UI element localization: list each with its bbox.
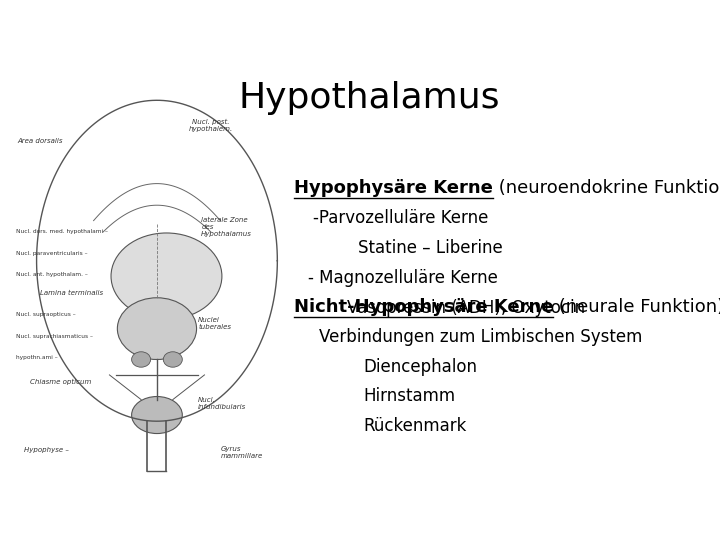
Text: Vasopressin (ADH), Oxytocin: Vasopressin (ADH), Oxytocin: [347, 299, 585, 317]
Text: Nucl. suprachiasmaticus –: Nucl. suprachiasmaticus –: [16, 334, 93, 339]
Text: Nucl. paraventricularis –: Nucl. paraventricularis –: [16, 251, 88, 255]
Text: Chiasme opticum: Chiasme opticum: [30, 379, 91, 385]
Text: Nucl. ant. hypothalam. –: Nucl. ant. hypothalam. –: [16, 272, 88, 277]
Text: Nucl. post.
hypothalem.: Nucl. post. hypothalem.: [189, 119, 233, 132]
Text: (neuroendokrine Funktion): (neuroendokrine Funktion): [492, 179, 720, 197]
Text: Verbindungen zum Limbischen System: Verbindungen zum Limbischen System: [319, 328, 642, 346]
Text: hypothn.ami –: hypothn.ami –: [16, 355, 58, 361]
Text: Hirnstamm: Hirnstamm: [364, 388, 456, 406]
Text: laterale Zone
des
Hypothalamus: laterale Zone des Hypothalamus: [202, 217, 252, 237]
Text: Hypophyse –: Hypophyse –: [24, 447, 69, 453]
Text: Area dorsalis: Area dorsalis: [17, 138, 63, 145]
Text: Nucl. supraopticus –: Nucl. supraopticus –: [16, 312, 76, 318]
Text: (neurale Funktion): (neurale Funktion): [553, 298, 720, 316]
Text: - Magnozelluläre Kerne: - Magnozelluläre Kerne: [307, 269, 498, 287]
Text: Gyrus
mammillare: Gyrus mammillare: [220, 446, 263, 459]
Text: Nuclei
tuberales: Nuclei tuberales: [198, 316, 231, 329]
Ellipse shape: [117, 298, 197, 360]
Text: Hypothalamus: Hypothalamus: [238, 82, 500, 116]
Ellipse shape: [132, 396, 182, 434]
Text: Diencephalon: Diencephalon: [364, 357, 477, 375]
Text: Lamina terminalis: Lamina terminalis: [40, 289, 103, 296]
Ellipse shape: [163, 352, 182, 367]
Text: Nucl. dors. med. hypothalami –: Nucl. dors. med. hypothalami –: [16, 229, 108, 234]
Text: Rückenmark: Rückenmark: [364, 417, 467, 435]
Ellipse shape: [111, 233, 222, 319]
Text: Hypophysäre Kerne: Hypophysäre Kerne: [294, 179, 492, 197]
Ellipse shape: [132, 352, 150, 367]
Text: -Parvozelluläre Kerne: -Parvozelluläre Kerne: [313, 209, 489, 227]
Text: Statine – Liberine: Statine – Liberine: [358, 239, 503, 257]
Text: Nicht-Hypophysäre Kerne: Nicht-Hypophysäre Kerne: [294, 298, 553, 316]
Text: Nucl.
infundibularis: Nucl. infundibularis: [198, 397, 246, 410]
